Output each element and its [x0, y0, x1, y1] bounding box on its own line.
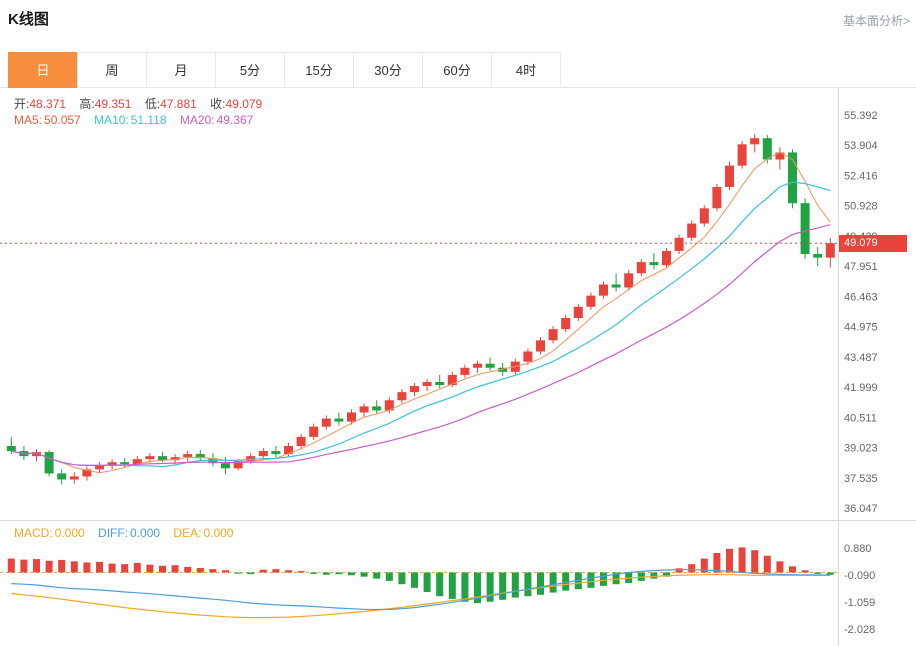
svg-text:39.023: 39.023 [844, 443, 878, 455]
svg-text:46.463: 46.463 [844, 291, 878, 303]
svg-text:40.511: 40.511 [844, 412, 877, 424]
svg-text:-2.028: -2.028 [844, 624, 875, 636]
tab-60min[interactable]: 60分 [422, 52, 492, 88]
tab-15min[interactable]: 15分 [284, 52, 354, 88]
page-title: K线图 [8, 11, 49, 28]
svg-text:36.047: 36.047 [844, 503, 878, 515]
tab-5min[interactable]: 5分 [215, 52, 285, 88]
candlestick-chart-canvas[interactable]: 0.880 -0.090 -1.059 -2.028 55.392 53.904 52.41… [0, 88, 916, 646]
tab-4hour[interactable]: 4时 [491, 52, 561, 88]
svg-text:41.999: 41.999 [844, 382, 878, 394]
svg-text:0.880: 0.880 [844, 543, 872, 555]
svg-text:37.535: 37.535 [844, 473, 878, 485]
svg-text:-0.090: -0.090 [844, 570, 875, 582]
svg-text:53.904: 53.904 [844, 140, 878, 152]
svg-text:55.392: 55.392 [844, 110, 878, 122]
timeframe-tabs: 日 周 月 5分 15分 30分 60分 4时 [0, 52, 916, 88]
svg-text:47.951: 47.951 [844, 261, 878, 273]
tab-month[interactable]: 月 [146, 52, 216, 88]
svg-text:43.487: 43.487 [844, 352, 878, 364]
last-price-tag: 49.079 [839, 235, 907, 252]
svg-text:-1.059: -1.059 [844, 597, 875, 609]
tab-day[interactable]: 日 [8, 52, 78, 88]
svg-text:50.928: 50.928 [844, 201, 878, 213]
fundamental-analysis-link[interactable]: 基本面分析> [842, 14, 910, 28]
svg-text:52.416: 52.416 [844, 170, 878, 182]
svg-text:44.975: 44.975 [844, 322, 878, 334]
tab-30min[interactable]: 30分 [353, 52, 423, 88]
chart-area: 0.880 -0.090 -1.059 -2.028 55.392 53.904 52.41… [0, 88, 916, 646]
tab-week[interactable]: 周 [77, 52, 147, 88]
